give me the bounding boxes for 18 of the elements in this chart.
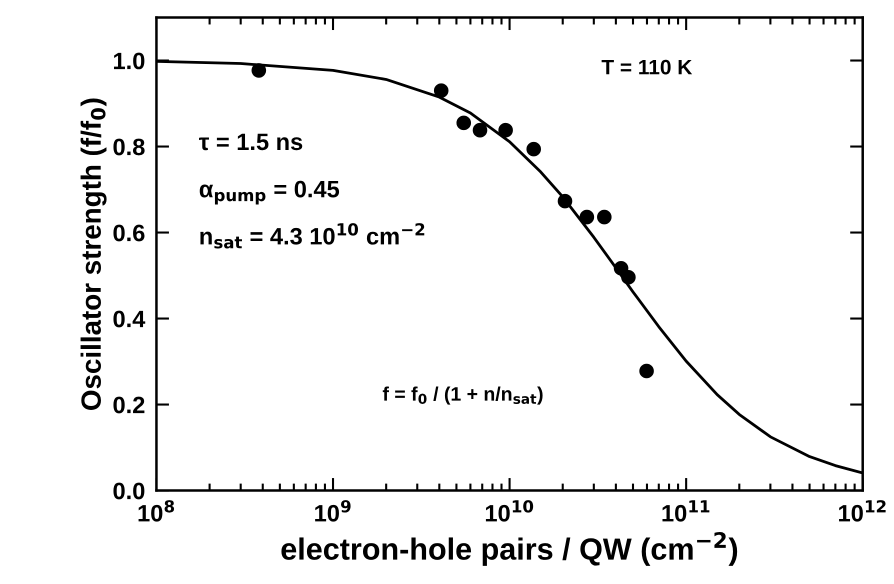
x-tick-label: 10$^{11}$ [662,500,710,522]
x-tick-label: 10$^{12}$ [839,500,886,522]
annotation: α$_{pump}$ = 0.45 [200,180,340,205]
x-axis-title: electron-hole pairs / QW (cm$^{−2}$) [281,532,738,566]
x-tick-label: 10$^{8}$ [138,500,174,522]
annotation: f = f$_{0}$ / (1 + n/n$_{sat}$) [382,386,543,405]
x-tick-label: 10$^{9}$ [315,500,351,522]
annotation: τ = 1.5 ns [199,134,302,150]
y-tick-label: 0.4 [113,310,146,328]
annotation: T = 110 K [602,60,692,74]
y-tick-label: 0.0 [113,482,144,500]
y-tick-label: 0.8 [113,138,145,156]
y-tick-label: 0.2 [113,396,144,414]
annotation: n$_{sat}$ = 4.3 10$^{10}$ cm$^{−2}$ [200,223,424,249]
y-tick-label: 0.6 [113,224,144,242]
x-tick-label: 10$^{10}$ [486,500,534,522]
y-axis-title: Oscillator strength (f/f$_{0}$) [80,98,107,410]
y-tick-label: 1.0 [114,52,144,70]
